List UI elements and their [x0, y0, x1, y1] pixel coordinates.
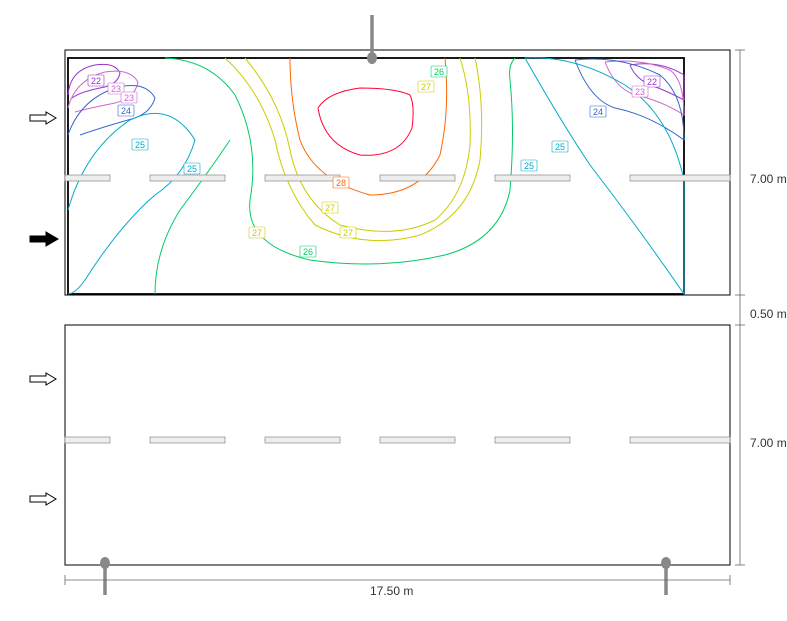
contour-diagram: 222223232324242525252526262727272728 7.0… [0, 0, 787, 621]
contour-label-25: 25 [524, 161, 534, 171]
dim-lower-height: 7.00 m [750, 436, 787, 450]
hollow-arrow-icon [30, 112, 56, 124]
dim-gap: 0.50 m [750, 307, 787, 321]
contour-label-27: 27 [252, 228, 262, 238]
lane-markers-upper [65, 175, 730, 181]
pole-bulb-icon [367, 52, 377, 64]
arrows [30, 112, 58, 505]
contour-24 [68, 59, 684, 140]
upper-outer-box [65, 50, 730, 295]
contour-label-25: 25 [555, 142, 565, 152]
contour-label-26: 26 [303, 247, 313, 257]
lane-marker [265, 437, 340, 443]
contour-label-23: 23 [635, 87, 645, 97]
hollow-arrow-icon [30, 373, 56, 385]
contour-label-25: 25 [187, 164, 197, 174]
lane-markers-lower [65, 437, 730, 443]
lane-marker [265, 175, 340, 181]
contour-label-27: 27 [325, 203, 335, 213]
contour-label-22: 22 [91, 76, 101, 86]
solid-arrow-icon [30, 232, 58, 246]
contour-28 [290, 58, 447, 195]
lane-marker [150, 175, 225, 181]
contour-label-24: 24 [593, 107, 603, 117]
lane-marker [150, 437, 225, 443]
lower-box [65, 325, 730, 565]
contour-27 [225, 58, 482, 241]
lane-marker [495, 437, 570, 443]
poles [100, 15, 671, 595]
contour-label-24: 24 [121, 106, 131, 116]
lane-marker [630, 175, 730, 181]
hollow-arrow-icon [30, 493, 56, 505]
dim-width: 17.50 m [370, 584, 413, 598]
contour-label-25: 25 [135, 140, 145, 150]
pole-bulb-icon [100, 557, 110, 569]
lane-marker [65, 175, 110, 181]
lane-marker [630, 437, 730, 443]
contour-label-26: 26 [434, 67, 444, 77]
lane-marker [380, 175, 455, 181]
lane-marker [380, 437, 455, 443]
contour-label-23: 23 [111, 84, 121, 94]
contour-labels: 222223232324242525252526262727272728 [88, 66, 660, 257]
pole-bulb-icon [661, 557, 671, 569]
contour-label-22: 22 [647, 77, 657, 87]
contour- [318, 88, 413, 155]
dim-upper-height: 7.00 m [750, 172, 787, 186]
contour-label-27: 27 [421, 82, 431, 92]
dimension-lines [65, 50, 745, 585]
contour-22 [68, 64, 684, 100]
contour-label-28: 28 [336, 178, 346, 188]
contour-label-27: 27 [343, 228, 353, 238]
lane-marker [65, 437, 110, 443]
lane-marker [495, 175, 570, 181]
contour-label-23: 23 [124, 93, 134, 103]
diagram-svg: 222223232324242525252526262727272728 7.0… [0, 0, 787, 621]
